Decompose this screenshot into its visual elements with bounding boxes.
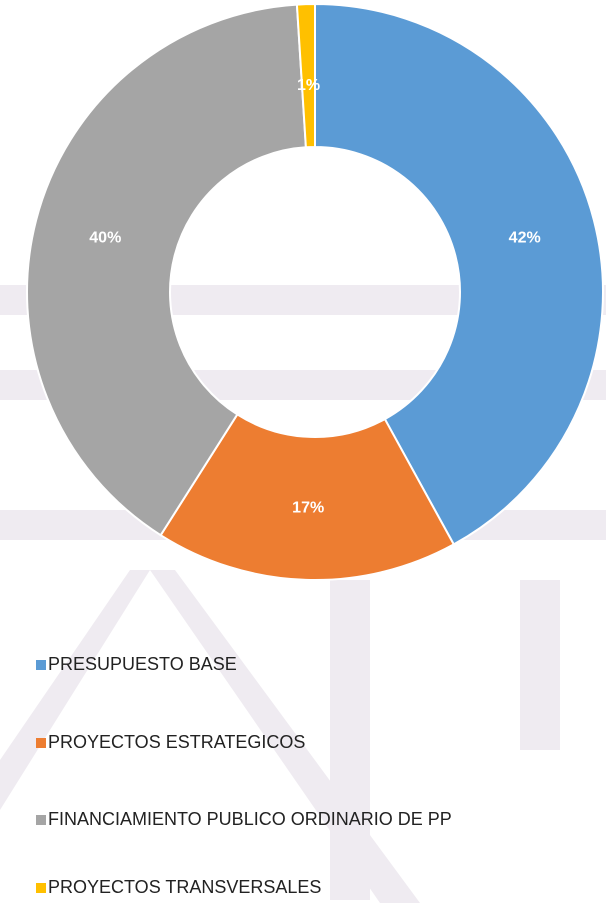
- slice: [314, 2, 604, 546]
- data-label: 40%: [89, 229, 121, 246]
- legend-marker: [36, 883, 46, 893]
- legend-label: PROYECTOS TRANSVERSALES: [48, 877, 321, 897]
- data-label: 17%: [292, 500, 324, 517]
- legend-marker: [36, 815, 46, 825]
- slice: [159, 413, 456, 581]
- data-label: 1%: [297, 77, 320, 94]
- legend-label: PROYECTOS ESTRATEGICOS: [48, 732, 305, 752]
- data-label: 42%: [509, 229, 541, 246]
- legend-label: FINANCIAMIENTO PUBLICO ORDINARIO DE PP: [48, 809, 452, 829]
- slice: [295, 2, 316, 149]
- legend-label: PRESUPUESTO BASE: [48, 654, 237, 674]
- legend-marker: [36, 738, 46, 748]
- legend-marker: [36, 660, 46, 670]
- slice: [26, 3, 307, 537]
